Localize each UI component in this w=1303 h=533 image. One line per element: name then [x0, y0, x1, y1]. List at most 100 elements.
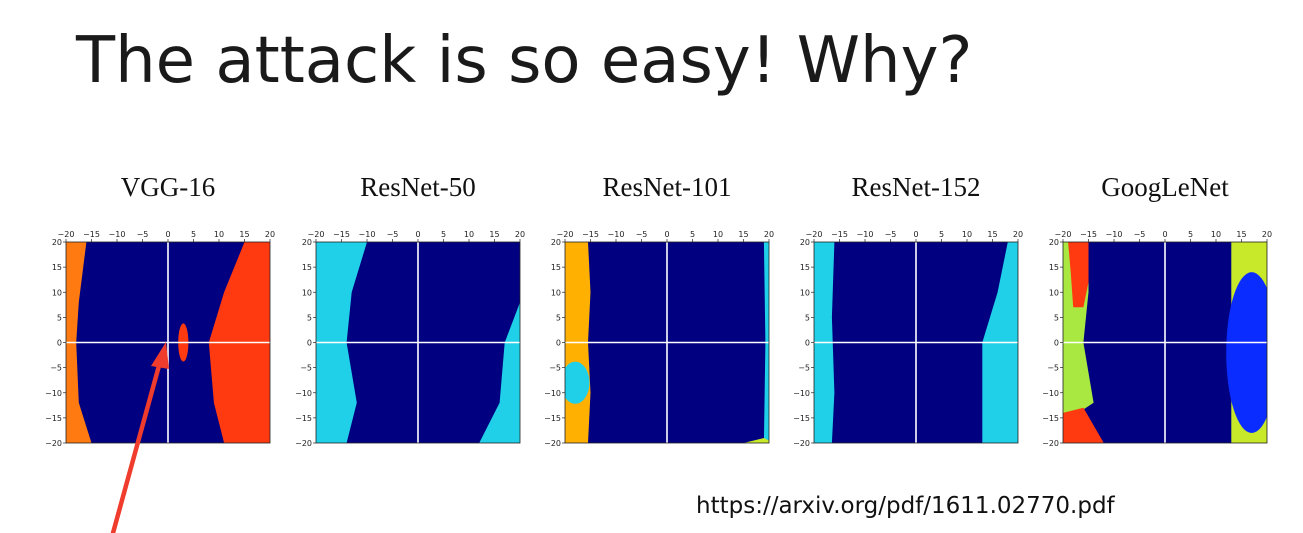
x-tick-label: −20: [58, 230, 75, 239]
x-tick-label: −5: [885, 230, 897, 239]
y-tick-label: −10: [793, 389, 810, 398]
y-tick-label: −10: [544, 389, 561, 398]
y-tick-label: 0: [556, 339, 561, 348]
y-tick-label: 10: [1049, 288, 1059, 297]
y-tick-label: −10: [45, 389, 62, 398]
y-tick-label: 5: [1054, 313, 1059, 322]
y-tick-label: 0: [57, 339, 62, 348]
x-tick-label: 0: [165, 230, 170, 239]
x-tick-label: −10: [608, 230, 625, 239]
x-tick-label: 10: [962, 230, 972, 239]
x-tick-label: 10: [464, 230, 474, 239]
y-tick-label: 15: [800, 263, 810, 272]
slide-title: The attack is so easy! Why?: [76, 24, 973, 98]
x-tick-label: 0: [415, 230, 420, 239]
panel-title: ResNet-50: [360, 172, 475, 202]
y-tick-label: 20: [52, 238, 62, 247]
y-tick-label: −20: [1042, 439, 1059, 448]
decision-region-2: [565, 361, 590, 404]
y-tick-label: 20: [551, 238, 561, 247]
y-tick-label: −5: [300, 364, 312, 373]
x-tick-label: −15: [1080, 230, 1097, 239]
x-tick-label: 5: [1188, 230, 1193, 239]
decision-region-3: [1063, 407, 1104, 443]
x-tick-label: −20: [308, 230, 325, 239]
arrow-head: [151, 342, 169, 369]
chart-panel-resnet-50: ResNet-50 −20 −15 −10 −5 0 5 10 15 20 20 15 10 5 0 −5 −1…: [295, 172, 525, 448]
y-tick-label: 5: [307, 313, 312, 322]
x-tick-label: −5: [387, 230, 399, 239]
chart-panel-resnet-101: ResNet-101 −20 −15 −10 −5 0 5 10 15 20 20 15 10 5 0 −5 −…: [544, 172, 774, 448]
x-tick-label: 20: [764, 230, 774, 239]
y-tick-label: 20: [800, 238, 810, 247]
x-tick-label: 5: [939, 230, 944, 239]
x-tick-label: −20: [806, 230, 823, 239]
y-tick-label: 15: [551, 263, 561, 272]
x-tick-label: 20: [265, 230, 275, 239]
panel-title: VGG-16: [121, 172, 216, 202]
decision-region-4: [743, 438, 769, 443]
x-tick-label: 0: [913, 230, 918, 239]
x-tick-label: 20: [1013, 230, 1023, 239]
y-tick-label: 20: [1049, 238, 1059, 247]
y-tick-label: −5: [798, 364, 810, 373]
y-tick-label: 10: [302, 288, 312, 297]
x-tick-label: 0: [664, 230, 669, 239]
x-tick-label: 5: [191, 230, 196, 239]
chart-panel-googlenet: GoogLeNet −20 −15 −10 −5 0 5 10 15 20 20 15 10 5 0 −5 −1…: [1042, 172, 1272, 448]
decision-region-1: [66, 242, 92, 443]
x-tick-label: −10: [359, 230, 376, 239]
decision-region-5: [1226, 272, 1267, 433]
y-tick-label: 15: [302, 263, 312, 272]
x-tick-label: −5: [1134, 230, 1146, 239]
y-tick-label: −20: [544, 439, 561, 448]
x-tick-label: −15: [333, 230, 350, 239]
x-tick-label: 15: [738, 230, 748, 239]
x-tick-label: −15: [83, 230, 100, 239]
y-tick-label: 10: [52, 288, 62, 297]
x-tick-label: 15: [1236, 230, 1246, 239]
y-tick-label: 20: [302, 238, 312, 247]
y-tick-label: −15: [793, 414, 810, 423]
y-tick-label: 15: [52, 263, 62, 272]
x-tick-label: 10: [1211, 230, 1221, 239]
panel-title: GoogLeNet: [1101, 172, 1229, 202]
x-tick-label: 5: [690, 230, 695, 239]
x-tick-label: 15: [239, 230, 249, 239]
x-tick-label: −20: [1055, 230, 1072, 239]
chart-panel-resnet-152: ResNet-152 −20 −15 −10 −5 0 5 10 15 20 20 15 10 5 0 −5 −…: [793, 172, 1023, 448]
y-tick-label: −15: [1042, 414, 1059, 423]
x-tick-label: −10: [1106, 230, 1123, 239]
y-tick-label: −20: [45, 439, 62, 448]
y-tick-label: 10: [800, 288, 810, 297]
panel-title: ResNet-101: [603, 172, 732, 202]
decision-region-2: [1068, 242, 1089, 308]
y-tick-label: −15: [45, 414, 62, 423]
x-tick-label: −10: [109, 230, 126, 239]
source-url[interactable]: https://arxiv.org/pdf/1611.02770.pdf: [696, 493, 1115, 519]
y-tick-label: −10: [1042, 389, 1059, 398]
x-tick-label: 15: [987, 230, 997, 239]
y-tick-label: −5: [549, 364, 561, 373]
y-tick-label: −20: [295, 439, 312, 448]
x-tick-label: 5: [441, 230, 446, 239]
x-tick-label: −20: [557, 230, 574, 239]
y-tick-label: 0: [805, 339, 810, 348]
x-tick-label: 20: [515, 230, 525, 239]
x-tick-label: 0: [1162, 230, 1167, 239]
y-tick-label: −5: [50, 364, 62, 373]
panel-title: ResNet-152: [852, 172, 981, 202]
y-tick-label: 0: [1054, 339, 1059, 348]
x-tick-label: −5: [137, 230, 149, 239]
y-tick-label: 0: [307, 339, 312, 348]
x-tick-label: −10: [857, 230, 874, 239]
y-tick-label: 10: [551, 288, 561, 297]
x-tick-label: −15: [582, 230, 599, 239]
arrow-shaft: [110, 359, 163, 533]
y-tick-label: −15: [295, 414, 312, 423]
y-tick-label: 5: [57, 313, 62, 322]
y-tick-label: 5: [805, 313, 810, 322]
y-tick-label: −10: [295, 389, 312, 398]
